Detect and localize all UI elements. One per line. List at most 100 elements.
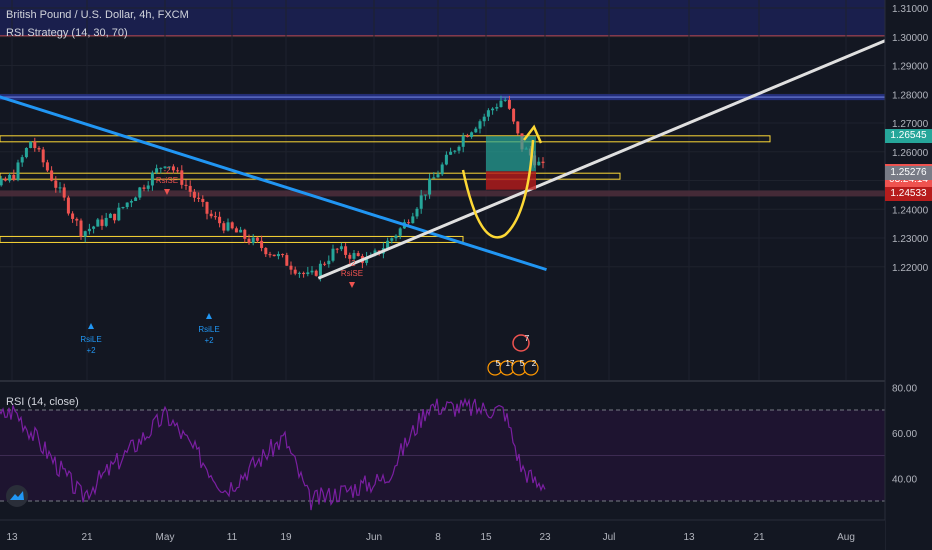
candle-body: [440, 164, 444, 175]
candle-body: [146, 185, 150, 189]
candle-body: [54, 180, 58, 188]
candle-body: [398, 228, 402, 236]
chart-title[interactable]: British Pound / U.S. Dollar, 4h, FXCM: [6, 9, 189, 21]
candle-body: [348, 254, 352, 259]
y-tick-label: 1.29000: [892, 62, 929, 73]
candle-body: [411, 216, 415, 224]
x-tick-label: 19: [280, 532, 292, 543]
x-tick-label: Aug: [837, 532, 855, 543]
candle-body: [45, 162, 49, 171]
candle-body: [352, 253, 356, 259]
x-tick-label: 15: [480, 532, 492, 543]
long-target-zone: [486, 136, 536, 172]
candle-body: [310, 270, 314, 273]
candle-body: [302, 272, 306, 275]
x-tick-label: 21: [753, 532, 765, 543]
candle-body: [171, 166, 175, 171]
candle-body: [50, 170, 54, 181]
price-tag: 1.24533: [885, 186, 932, 201]
candle-body: [293, 269, 297, 274]
candle-body: [33, 141, 37, 149]
time-axis[interactable]: [0, 520, 885, 550]
candle-body: [318, 263, 322, 276]
candle-body: [461, 135, 465, 147]
candle-body: [176, 170, 180, 172]
candle-body: [264, 247, 268, 255]
y-tick-label: 1.28000: [892, 90, 929, 101]
candle-body: [495, 107, 499, 109]
candle-body: [29, 141, 33, 148]
sell-arrow-icon: [164, 189, 170, 195]
candle-body: [125, 202, 129, 208]
candle-body: [138, 187, 142, 198]
tradingview-logo-icon[interactable]: [6, 485, 28, 507]
buy-qty: +2: [204, 336, 214, 345]
buy-label: RsiLE: [80, 335, 101, 344]
x-tick-label: Jul: [603, 532, 616, 543]
buy-qty: +2: [86, 346, 96, 355]
x-tick-label: 8: [435, 532, 441, 543]
candle-body: [306, 272, 310, 275]
candle-body: [507, 99, 511, 109]
candle-body: [121, 207, 125, 209]
candle-body: [142, 187, 146, 189]
candle-body: [272, 254, 276, 257]
candle-body: [66, 197, 70, 214]
x-tick-label: 13: [6, 532, 18, 543]
candle-body: [335, 248, 339, 250]
candle-body: [239, 229, 243, 233]
projection-arrowhead: [523, 124, 543, 144]
strategy-legend[interactable]: RSI Strategy (14, 30, 70): [6, 27, 128, 39]
y-tick-label: 1.27000: [892, 119, 929, 130]
candle-body: [12, 174, 16, 180]
price-axis[interactable]: [885, 0, 932, 520]
candle-body: [218, 216, 222, 224]
candle-body: [113, 213, 117, 221]
candle-body: [419, 195, 423, 209]
x-tick-label: 13: [683, 532, 695, 543]
candle-body: [453, 150, 457, 152]
candle-body: [512, 108, 516, 122]
rsi-tick-label: 60.00: [892, 429, 917, 440]
event-badge: [512, 334, 530, 352]
candle-body: [423, 194, 427, 196]
candle-body: [20, 157, 24, 163]
candle-body: [386, 240, 390, 249]
candle-body: [226, 222, 230, 231]
buy-arrow-icon: [206, 313, 212, 319]
candle-body: [323, 263, 327, 265]
event-flag-count: 5: [520, 359, 525, 368]
y-tick-label: 1.22000: [892, 263, 929, 274]
candle-body: [24, 147, 28, 158]
event-flag-icon: [523, 360, 539, 376]
rsi-series: [0, 397, 885, 511]
candle-body: [41, 149, 45, 163]
red-zone: [0, 190, 885, 197]
sell-label: RsiSE: [341, 269, 363, 278]
candle-body: [3, 178, 7, 181]
candle-body: [213, 216, 217, 218]
candle-body: [79, 220, 83, 237]
candle-body: [205, 201, 209, 214]
y-tick-label: 1.30000: [892, 33, 929, 44]
sell-qty: -2: [163, 166, 171, 175]
candle-body: [134, 197, 138, 202]
candle-body: [499, 100, 503, 108]
x-tick-label: 23: [539, 532, 551, 543]
candle-body: [260, 240, 264, 248]
candle-body: [87, 228, 91, 232]
candle-body: [482, 116, 486, 122]
candle-body: [373, 250, 377, 256]
x-tick-label: May: [156, 532, 175, 543]
candle-body: [428, 178, 432, 195]
candle-body: [394, 235, 398, 239]
candle-body: [75, 218, 79, 221]
candle-body: [474, 128, 478, 133]
candle-body: [71, 213, 75, 219]
candle-body: [234, 228, 238, 233]
candle-body: [188, 185, 192, 192]
candle-body: [104, 217, 108, 226]
candle-body: [470, 132, 474, 137]
rsi-legend[interactable]: RSI (14, close): [6, 396, 79, 408]
